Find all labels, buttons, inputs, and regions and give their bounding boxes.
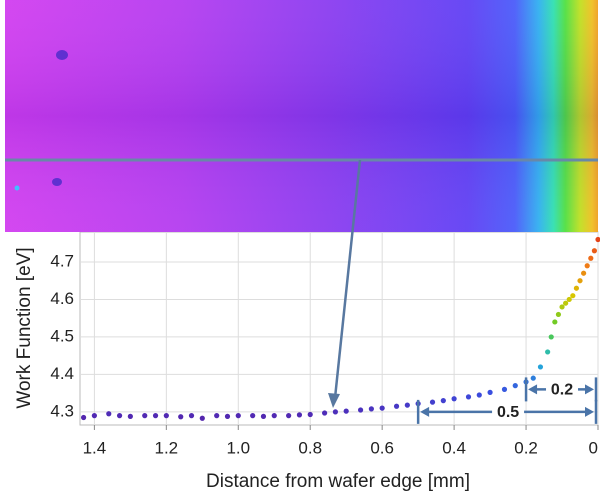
x-axis-label: Distance from wafer edge [mm] — [206, 471, 470, 492]
heatmap-shade — [5, 0, 598, 232]
y-tick-label: 4.5 — [50, 326, 74, 345]
y-tick-label: 4.6 — [50, 289, 74, 308]
data-point — [430, 400, 435, 405]
data-point — [189, 413, 194, 418]
kpfm-image — [5, 0, 598, 232]
plot-area — [80, 232, 598, 425]
data-point — [592, 248, 597, 253]
data-point — [261, 414, 266, 419]
x-tick-label: 0.4 — [442, 438, 466, 457]
data-point — [487, 390, 492, 395]
data-point — [153, 413, 158, 418]
data-point — [106, 411, 111, 416]
x-tick-label: 0.2 — [514, 438, 538, 457]
data-point — [380, 406, 385, 411]
data-point — [358, 407, 363, 412]
data-point — [394, 404, 399, 409]
chart: Work Function [eV] Distance from wafer e… — [0, 0, 600, 497]
data-point — [552, 319, 557, 324]
data-point — [92, 413, 97, 418]
data-point — [531, 376, 536, 381]
data-point — [567, 297, 572, 302]
data-point — [369, 406, 374, 411]
x-tick-label: 1.4 — [83, 438, 107, 457]
data-point — [286, 413, 291, 418]
defect — [15, 186, 20, 191]
defect — [56, 50, 68, 60]
data-point — [574, 286, 579, 291]
y-tick-label: 4.7 — [50, 251, 74, 270]
data-point — [344, 409, 349, 414]
data-point — [164, 413, 169, 418]
plot-background — [80, 232, 598, 425]
data-point — [200, 416, 205, 421]
x-tick-label: 1.2 — [155, 438, 179, 457]
data-point — [588, 256, 593, 261]
data-point — [236, 413, 241, 418]
x-tick-label: 0.6 — [370, 438, 394, 457]
annotation-label: 0.5 — [497, 404, 519, 421]
annotation-label: 0.2 — [551, 382, 573, 399]
data-point — [142, 413, 147, 418]
x-tick-label: 1.0 — [226, 438, 250, 457]
data-point — [559, 304, 564, 309]
data-point — [297, 412, 302, 417]
x-tick-label: 0.8 — [298, 438, 322, 457]
data-point — [585, 263, 590, 268]
data-point — [477, 392, 482, 397]
data-point — [545, 349, 550, 354]
data-point — [308, 412, 313, 417]
data-point — [405, 403, 410, 408]
data-point — [81, 415, 86, 420]
data-point — [563, 301, 568, 306]
data-point — [441, 398, 446, 403]
data-point — [581, 271, 586, 276]
data-point — [466, 394, 471, 399]
y-axis-label: Work Function [eV] — [14, 247, 35, 408]
x-tick-label: 0 — [589, 438, 598, 457]
data-point — [214, 413, 219, 418]
data-point — [225, 414, 230, 419]
data-point — [117, 413, 122, 418]
data-point — [322, 410, 327, 415]
data-point — [577, 278, 582, 283]
data-point — [570, 293, 575, 298]
defect — [52, 178, 62, 186]
data-point — [250, 413, 255, 418]
data-point — [502, 387, 507, 392]
data-point — [538, 364, 543, 369]
data-point — [549, 334, 554, 339]
data-point — [178, 414, 183, 419]
data-point — [333, 409, 338, 414]
y-tick-label: 4.3 — [50, 401, 74, 420]
data-point — [513, 383, 518, 388]
data-point — [128, 414, 133, 419]
data-point — [452, 396, 457, 401]
data-point — [556, 312, 561, 317]
y-tick-label: 4.4 — [50, 364, 74, 383]
data-point — [272, 413, 277, 418]
